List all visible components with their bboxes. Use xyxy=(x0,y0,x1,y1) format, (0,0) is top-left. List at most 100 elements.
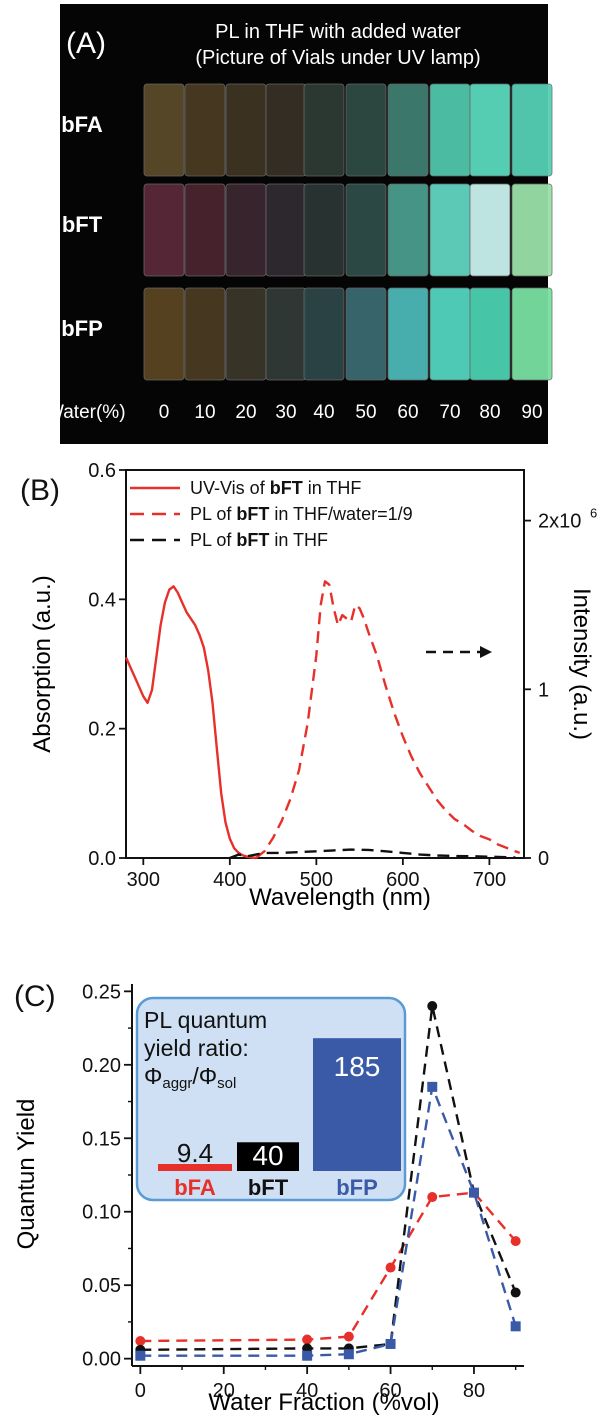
y2-tick-label: 1 xyxy=(538,679,549,701)
panel-b-label: (B) xyxy=(20,474,60,507)
vial xyxy=(345,83,387,177)
y2-tick-exponent: 6 xyxy=(590,506,597,521)
legend-text-bold: bFT xyxy=(236,504,269,524)
vial xyxy=(303,83,345,177)
panel-a: (A) PL in THF with added water (Picture … xyxy=(46,4,553,444)
inset-box: PL quantum yield ratio: Φaggr/Φsol 9.4bF… xyxy=(135,996,407,1202)
x-tick-label: 60 xyxy=(379,1380,401,1402)
vial xyxy=(265,287,307,381)
legend-text-post: in THF xyxy=(303,478,362,498)
inset-title-line1: PL quantum xyxy=(144,1007,267,1033)
data-point xyxy=(302,1334,313,1345)
vial xyxy=(387,287,429,381)
y-tick-label: 0.10 xyxy=(82,1202,121,1224)
panel-a-label: (A) xyxy=(66,27,106,60)
panel-a-title-line2: (Picture of Vials under UV lamp) xyxy=(195,47,480,69)
vial xyxy=(265,83,307,177)
sol-subscript: sol xyxy=(217,1075,236,1092)
data-point xyxy=(427,1001,438,1012)
legend-entry: PL of bFT in THF/water=1/9 xyxy=(190,504,413,524)
data-point xyxy=(385,1338,396,1349)
vial xyxy=(345,287,387,381)
vial xyxy=(387,183,429,277)
sample-label-bfa: bFA xyxy=(61,112,103,137)
panel-c-y-axis-title: Quantun Yield xyxy=(13,1099,40,1250)
inset-category-label: bFP xyxy=(336,1175,378,1200)
water-percent-value: 20 xyxy=(235,402,256,423)
data-point xyxy=(135,1336,146,1347)
vial xyxy=(345,183,387,277)
inset-value-label: 40 xyxy=(252,1140,283,1171)
intensity-axis-arrow xyxy=(426,646,492,658)
vial xyxy=(469,183,511,277)
x-tick-label: 40 xyxy=(296,1380,318,1402)
water-percent-label: Water(%) xyxy=(46,402,126,423)
vial xyxy=(225,83,267,177)
panel-b-series xyxy=(124,580,521,860)
y-tick-label: 0.6 xyxy=(88,460,116,482)
series-line-2 xyxy=(229,848,516,860)
legend-text-bold: bFT xyxy=(270,478,303,498)
phi-symbol: Φ xyxy=(144,1063,162,1089)
water-percent-value: 40 xyxy=(313,402,334,423)
vial xyxy=(265,183,307,277)
y-tick-label: 0.2 xyxy=(88,719,116,741)
water-percent-value: 30 xyxy=(275,402,296,423)
vial xyxy=(184,287,226,381)
vial-row-bfa: bFA xyxy=(61,83,553,177)
panel-b-x-axis-title: Wavelength (nm) xyxy=(249,884,431,911)
vial-row-bft: bFT xyxy=(62,183,553,277)
vial xyxy=(429,183,471,277)
data-point xyxy=(135,1350,146,1361)
legend-text-pre: PL of xyxy=(190,504,236,524)
inset-bars: 9.4 bFA 40 bFT 185 bFP xyxy=(158,1038,401,1200)
inset-title-line2: yield ratio: xyxy=(144,1035,249,1061)
ratio-slash: / xyxy=(192,1063,199,1089)
x-tick-label: 20 xyxy=(213,1380,235,1402)
data-point xyxy=(510,1321,521,1332)
x-tick-label: 400 xyxy=(213,869,246,891)
panel-c-x-axis-title: Water Fraction (%vol) xyxy=(208,1389,439,1416)
sample-label-bfp: bFP xyxy=(61,316,103,341)
y-tick-label: 0.05 xyxy=(82,1275,121,1297)
y-tick-label: 0.15 xyxy=(82,1128,121,1150)
panel-c-series xyxy=(135,1001,521,1361)
vial xyxy=(225,183,267,277)
vial xyxy=(184,83,226,177)
y-tick-label: 0.00 xyxy=(82,1349,121,1371)
inset-bar-bfa xyxy=(158,1164,232,1171)
panel-b: (B) 300 400 500 600 700 0.0 0.2 0.4 0.6 0 1 2x10 6 U… xyxy=(20,460,597,911)
panel-c-axes: 0 20 40 60 80 0.00 0.05 0.10 0.15 0.20 0.25 xyxy=(82,981,524,1402)
water-percent-value: 90 xyxy=(521,402,542,423)
water-percent-value: 10 xyxy=(194,402,215,423)
vial xyxy=(511,183,553,277)
series-bfa xyxy=(135,1187,521,1347)
vial xyxy=(225,287,267,381)
panel-c-label: (C) xyxy=(14,980,56,1013)
inset-category-label: bFT xyxy=(248,1175,289,1200)
inset-bar-bfp xyxy=(313,1038,401,1171)
x-tick-label: 0 xyxy=(135,1380,146,1402)
data-point xyxy=(343,1349,354,1360)
data-point xyxy=(510,1236,521,1247)
panel-b-y2-axis-title: Intensity (a.u.) xyxy=(568,588,595,740)
vial xyxy=(429,287,471,381)
inset-value-label: 185 xyxy=(334,1051,381,1082)
x-tick-label: 600 xyxy=(386,869,419,891)
vial xyxy=(469,287,511,381)
inset-value-label: 9.4 xyxy=(177,1138,213,1168)
water-percent-values: 0 10 20 30 40 50 60 70 80 90 xyxy=(159,402,543,423)
aggr-subscript: aggr xyxy=(162,1075,192,1092)
data-point xyxy=(427,1192,438,1203)
inset-bar-bft xyxy=(237,1142,299,1171)
x-tick-label: 500 xyxy=(300,869,333,891)
y-tick-label: 0.4 xyxy=(88,589,116,611)
vial xyxy=(143,287,185,381)
legend-text-post: in THF/water=1/9 xyxy=(269,504,412,524)
data-point xyxy=(510,1287,521,1298)
water-percent-value: 70 xyxy=(439,402,460,423)
panel-a-title-line1: PL in THF with added water xyxy=(215,21,461,43)
vial xyxy=(143,83,185,177)
data-point xyxy=(385,1262,396,1273)
phi-symbol: Φ xyxy=(199,1063,217,1089)
